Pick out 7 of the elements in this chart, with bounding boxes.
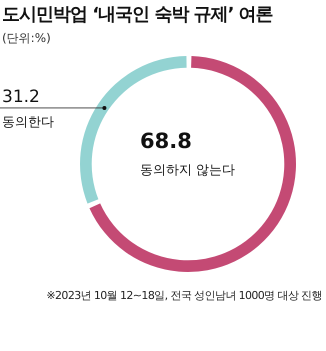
chart-subtitle: (단위:%)	[2, 30, 51, 47]
data-label: 68.8	[140, 129, 192, 153]
slice-label: 동의하지 않는다	[140, 163, 236, 178]
text: ※2023년 10월 12~18일, 전국 성인남녀 1000명 대상 진행	[46, 288, 322, 303]
chart-title: 도시민박업 ‘내국인 숙박 규제’ 여론	[2, 3, 273, 26]
data-label: 31.2	[2, 86, 40, 107]
slice-label: 동의한다	[2, 114, 54, 130]
